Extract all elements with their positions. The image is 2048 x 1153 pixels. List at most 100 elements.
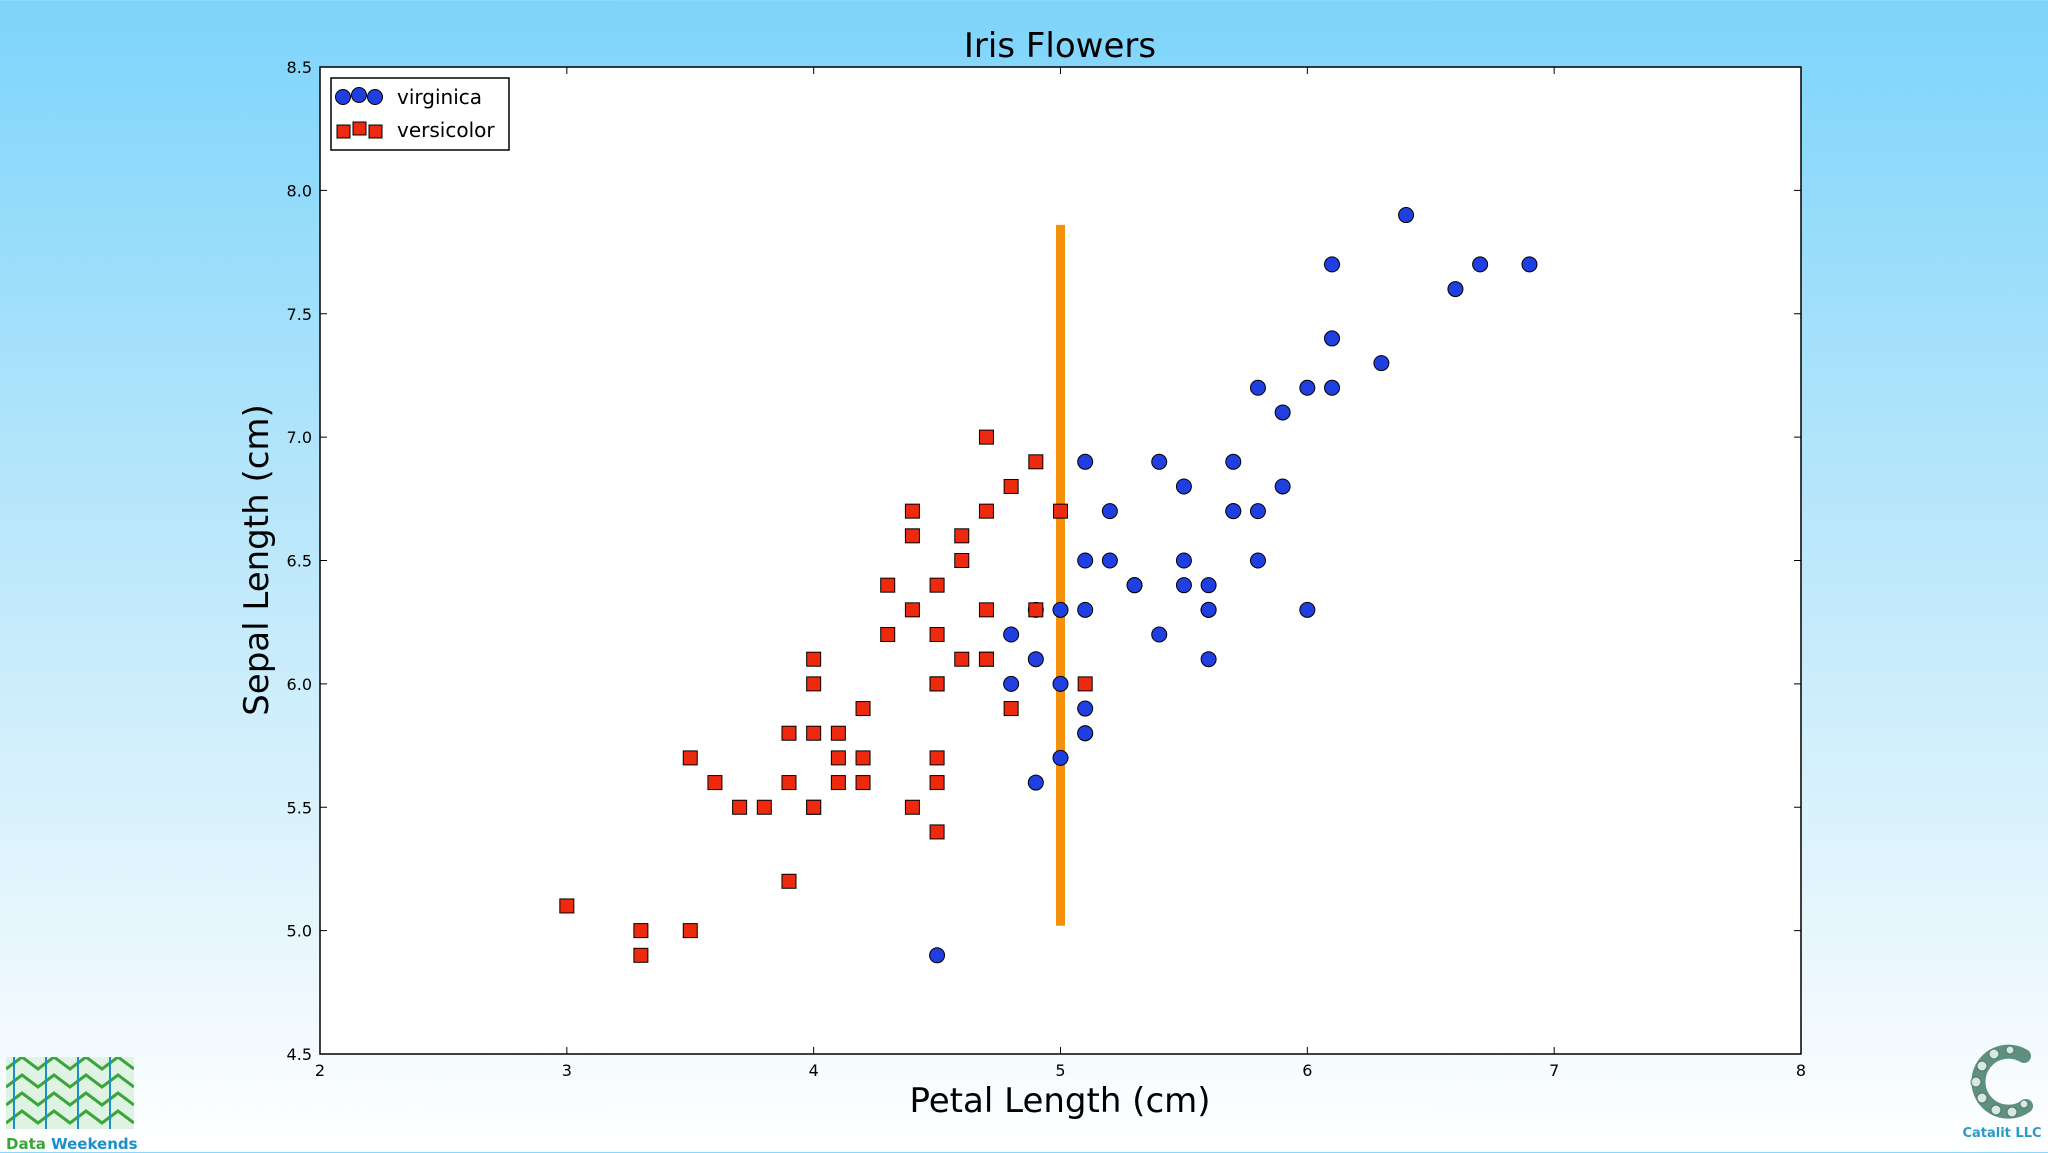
- point-virginica: [929, 947, 946, 964]
- y-tick-label: 8.0: [287, 181, 312, 200]
- point-versicolor: [830, 775, 846, 791]
- axis-ticks: 2 3 4 5 6 7 8 4.5 5.0 5.5 6.0 6.5 7.0 7.5 8.0 8.5: [287, 58, 1807, 1080]
- x-tick-label: 4: [809, 1061, 819, 1080]
- point-virginica: [1027, 774, 1044, 791]
- point-virginica: [1447, 281, 1464, 298]
- point-versicolor: [1077, 676, 1093, 692]
- x-tick-label: 6: [1302, 1061, 1312, 1080]
- data-weekends-logo: Data Weekends: [5, 1055, 138, 1153]
- legend-label-virginica: virginica: [397, 85, 482, 109]
- point-versicolor: [929, 750, 945, 766]
- x-tick-label: 3: [562, 1061, 572, 1080]
- chart-title: Iris Flowers: [964, 26, 1156, 66]
- point-virginica: [1299, 379, 1316, 396]
- point-virginica: [1274, 478, 1291, 495]
- point-versicolor: [929, 775, 945, 791]
- point-virginica: [1472, 256, 1489, 273]
- x-tick-label: 8: [1796, 1061, 1806, 1080]
- point-versicolor: [1003, 701, 1019, 717]
- y-tick-label: 7.0: [287, 428, 312, 447]
- x-tick-label: 7: [1549, 1061, 1559, 1080]
- point-versicolor: [978, 651, 994, 667]
- x-tick-label: 2: [315, 1061, 325, 1080]
- point-versicolor: [830, 750, 846, 766]
- point-versicolor: [1003, 478, 1019, 494]
- point-versicolor: [806, 725, 822, 741]
- data-weekends-wordmark: Data Weekends: [6, 1135, 138, 1153]
- point-virginica: [1052, 601, 1069, 618]
- point-versicolor: [954, 528, 970, 544]
- point-versicolor: [559, 898, 575, 914]
- y-tick-label: 6.5: [287, 552, 312, 571]
- point-virginica: [1175, 577, 1192, 594]
- point-virginica: [1274, 404, 1291, 421]
- x-tick-label: 5: [1055, 1061, 1065, 1080]
- point-virginica: [1027, 651, 1044, 668]
- point-virginica: [1200, 651, 1217, 668]
- point-versicolor: [904, 503, 920, 519]
- point-virginica: [1200, 601, 1217, 618]
- point-virginica: [1151, 626, 1168, 643]
- point-versicolor: [929, 627, 945, 643]
- y-tick-label: 5.0: [287, 922, 312, 941]
- point-virginica: [1052, 749, 1069, 766]
- point-versicolor: [781, 873, 797, 889]
- point-versicolor: [855, 701, 871, 717]
- point-virginica: [1324, 330, 1341, 347]
- point-virginica: [1249, 503, 1266, 520]
- point-versicolor: [1053, 503, 1068, 519]
- point-virginica: [1077, 552, 1094, 569]
- point-virginica: [1200, 577, 1217, 594]
- point-versicolor: [978, 503, 994, 519]
- point-virginica: [1398, 207, 1415, 224]
- y-axis-label: Sepal Length (cm): [237, 404, 277, 716]
- legend-marker-versicolor: [336, 121, 383, 139]
- point-versicolor: [880, 577, 896, 593]
- point-versicolor: [756, 799, 772, 815]
- point-versicolor: [904, 602, 920, 618]
- point-virginica: [1077, 453, 1094, 470]
- point-virginica: [1101, 503, 1118, 520]
- logo-word-weekends: Weekends: [51, 1135, 138, 1153]
- point-versicolor: [806, 676, 822, 692]
- point-versicolor: [978, 602, 994, 618]
- point-virginica: [1324, 379, 1341, 396]
- point-versicolor: [978, 429, 994, 445]
- catalit-caption: Catalit LLC: [1962, 1126, 2042, 1141]
- point-virginica: [1003, 626, 1020, 643]
- y-tick-label: 7.5: [287, 305, 312, 324]
- point-virginica: [1225, 503, 1242, 520]
- legend: virginica versicolor: [330, 77, 510, 151]
- point-virginica: [1249, 552, 1266, 569]
- point-virginica: [1373, 355, 1390, 372]
- point-versicolor: [855, 750, 871, 766]
- point-virginica: [1052, 675, 1069, 692]
- point-versicolor: [707, 775, 723, 791]
- point-versicolor: [855, 775, 871, 791]
- point-versicolor: [732, 799, 748, 815]
- y-tick-label: 5.5: [287, 798, 312, 817]
- point-virginica: [1521, 256, 1538, 273]
- point-versicolor: [1028, 602, 1044, 618]
- y-tick-label: 6.0: [287, 675, 312, 694]
- data-weekends-logo-mark-icon: [5, 1055, 135, 1129]
- point-versicolor: [682, 750, 698, 766]
- point-versicolor: [682, 923, 698, 939]
- point-virginica: [1077, 601, 1094, 618]
- point-versicolor: [904, 528, 920, 544]
- point-versicolor: [954, 651, 970, 667]
- point-versicolor: [929, 577, 945, 593]
- logo-word-data: Data: [6, 1135, 46, 1153]
- x-axis-label: Petal Length (cm): [909, 1081, 1210, 1121]
- point-versicolor: [1028, 454, 1044, 470]
- point-virginica: [1299, 601, 1316, 618]
- point-virginica: [1003, 675, 1020, 692]
- point-virginica: [1101, 552, 1118, 569]
- point-versicolor: [880, 627, 896, 643]
- point-virginica: [1249, 379, 1266, 396]
- point-versicolor: [904, 799, 920, 815]
- point-versicolor: [806, 799, 822, 815]
- point-virginica: [1175, 478, 1192, 495]
- point-versicolor: [781, 775, 797, 791]
